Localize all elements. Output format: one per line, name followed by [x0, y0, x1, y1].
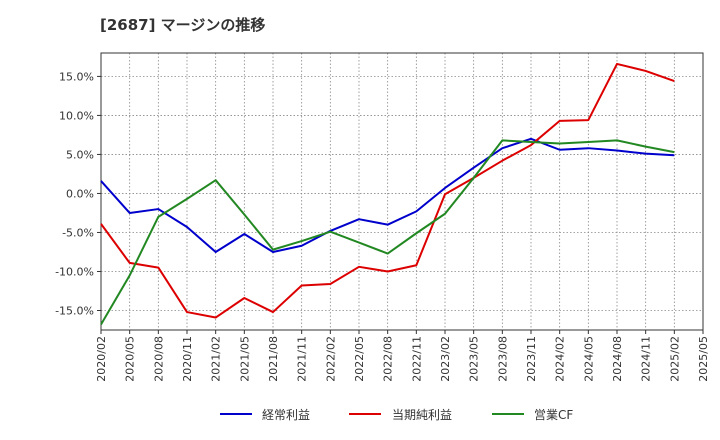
x-tick-label: 2022/02: [324, 336, 337, 382]
x-tick-label: 2021/02: [210, 336, 223, 382]
series-line-3: [100, 139, 675, 326]
x-tick-label: 2021/05: [238, 336, 251, 382]
x-tick-label: 2023/02: [439, 336, 452, 382]
y-tick-label: -15.0%: [55, 304, 94, 317]
x-tick-label: 2020/05: [124, 336, 137, 382]
x-tick-label: 2021/08: [267, 336, 280, 382]
x-tick-label: 2023/05: [468, 336, 481, 382]
series-line-1: [100, 137, 675, 253]
y-tick-label: 10.0%: [59, 109, 94, 122]
plot-area: [101, 53, 703, 330]
x-tick-label: 2021/11: [296, 336, 309, 382]
x-tick-label: 2024/02: [554, 336, 567, 382]
x-tick-label: 2020/08: [152, 336, 165, 382]
x-tick-label: 2022/08: [382, 336, 395, 382]
plot-frame: [100, 52, 704, 331]
x-tick-label: 2025/05: [697, 336, 710, 382]
y-tick-label: 5.0%: [66, 148, 94, 161]
x-tick-label: 2023/08: [496, 336, 509, 382]
x-tick-label: 2022/11: [410, 336, 423, 382]
legend-label-1: 経常利益: [262, 408, 310, 422]
y-tick-label: 0.0%: [66, 187, 94, 200]
x-tick-label: 2024/08: [611, 336, 624, 382]
x-tick-label: 2020/11: [181, 336, 194, 382]
chart-title: [2687] マージンの推移: [100, 16, 266, 34]
x-tick-label: 2022/05: [353, 336, 366, 382]
x-tick-label: 2023/11: [525, 336, 538, 382]
legend-label-2: 当期純利益: [392, 408, 452, 422]
x-tick-label: 2020/02: [95, 336, 108, 382]
y-tick-label: 15.0%: [59, 70, 94, 83]
x-tick-label: 2025/02: [668, 336, 681, 382]
series-line-2: [100, 62, 675, 319]
x-tick-label: 2024/11: [640, 336, 653, 382]
y-tick-label: -5.0%: [62, 226, 94, 239]
x-tick-label: 2024/05: [582, 336, 595, 382]
legend-label-3: 営業CF: [534, 408, 573, 422]
y-tick-label: -10.0%: [55, 265, 94, 278]
